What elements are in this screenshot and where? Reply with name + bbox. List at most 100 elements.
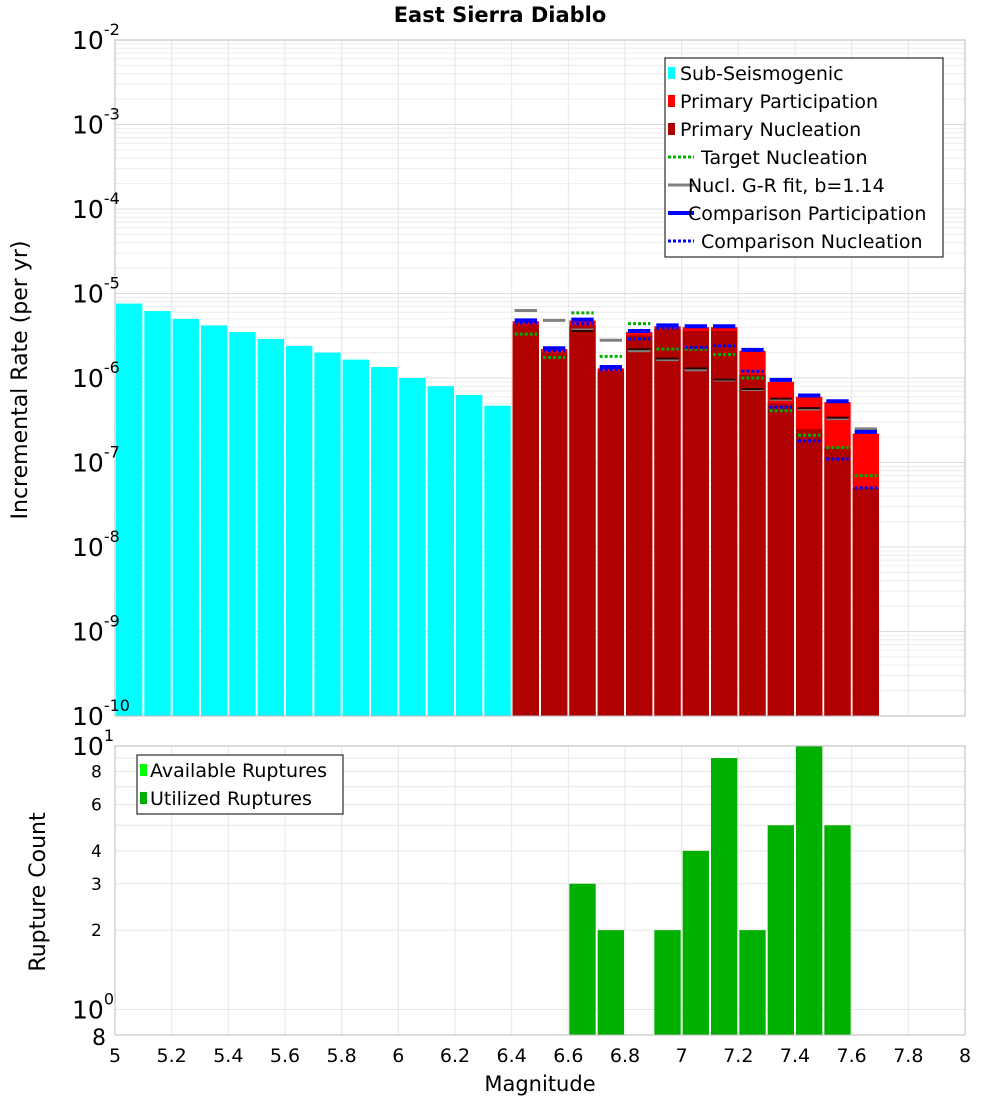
rate-y-tick-label: 10-4	[72, 189, 120, 224]
rate-legend: Sub-Seismogenic Primary Participation Prim…	[664, 57, 944, 258]
utilized-ruptures-bar	[682, 850, 709, 1035]
legend-swatch	[668, 67, 675, 79]
sub-seismogenic-bar	[286, 345, 313, 716]
rate-y-tick-label: 10-8	[72, 527, 120, 562]
x-tick-label: 5.6	[270, 1045, 300, 1067]
rate-legend-item: Comparison Nucleation	[668, 231, 923, 253]
x-tick-label: 7.2	[723, 1045, 753, 1067]
count-y-tick-label: 101	[72, 726, 114, 761]
rate-legend-item: Primary Nucleation	[668, 119, 861, 141]
rate-legend-label: Primary Nucleation	[680, 119, 861, 141]
rate-plot-border	[114, 39, 966, 717]
rate-legend-item: Nucl. G-R fit, b=1.14	[668, 175, 885, 197]
rate-legend-item: Sub-Seismogenic	[668, 63, 844, 85]
count-plot-border	[114, 745, 966, 1036]
rate-legend-box	[664, 57, 944, 258]
legend-swatch	[668, 123, 675, 135]
x-tick-label: 5	[109, 1045, 121, 1067]
count-y-tick-label: 8	[92, 1026, 106, 1051]
sub-seismogenic-bar	[172, 318, 199, 716]
sub-seismogenic-bar	[484, 405, 511, 716]
x-tick-label: 7.4	[780, 1045, 810, 1067]
count-y-axis-label: Rupture Count	[26, 812, 51, 972]
primary-nucleation-bar	[626, 335, 653, 716]
rate-y-tick-label: 10-2	[72, 20, 120, 55]
utilized-ruptures-bar	[569, 883, 596, 1035]
primary-nucleation-bar	[682, 330, 709, 716]
legend-swatch	[140, 764, 147, 776]
rate-legend-label: Target Nucleation	[700, 147, 868, 169]
sub-seismogenic-bar	[456, 394, 483, 716]
rate-legend-label: Comparison Participation	[688, 203, 926, 225]
primary-nucleation-bar	[512, 324, 539, 716]
utilized-ruptures-bar	[739, 930, 766, 1035]
rate-legend-label: Sub-Seismogenic	[680, 63, 844, 85]
x-tick-label: 7.6	[837, 1045, 867, 1067]
count-y-tick-label: 8	[91, 763, 102, 783]
rate-legend-label: Comparison Nucleation	[701, 231, 923, 253]
sub-seismogenic-bar	[427, 386, 454, 716]
count-legend-label: Available Ruptures	[150, 760, 327, 782]
primary-nucleation-bar	[767, 403, 794, 716]
rate-legend-item: Primary Participation	[668, 91, 878, 113]
x-tick-label: 6.2	[440, 1045, 470, 1067]
x-tick-label: 7	[676, 1045, 688, 1067]
legend-swatch	[668, 95, 675, 107]
rate-y-tick-label: 10-9	[72, 612, 120, 647]
rate-y-tick-label: 10-5	[72, 274, 120, 309]
sub-seismogenic-bar	[314, 352, 341, 716]
x-tick-label: 7.8	[893, 1045, 923, 1067]
count-legend-label: Utilized Ruptures	[150, 788, 312, 810]
rate-legend-label: Nucl. G-R fit, b=1.14	[688, 175, 885, 197]
x-axis-label: Magnitude	[484, 1072, 595, 1096]
primary-nucleation-bar	[796, 428, 823, 716]
utilized-ruptures-bar	[654, 930, 681, 1035]
sub-seismogenic-bar	[144, 311, 171, 716]
count-y-tick-label: 6	[91, 795, 102, 815]
primary-nucleation-bar	[569, 325, 596, 716]
utilized-ruptures-bar	[767, 825, 794, 1035]
count-legend-item: Utilized Ruptures	[140, 788, 312, 810]
chart-title: East Sierra Diablo	[394, 3, 607, 27]
utilized-ruptures-bar	[824, 825, 851, 1035]
primary-nucleation-bar	[852, 487, 879, 716]
x-tick-label: 6.8	[610, 1045, 640, 1067]
rate-plot: 10-10 10-9 10-8 10-7 10-6 10-5 10-4 10-3 10-2 Sub…	[72, 20, 966, 731]
count-y-tick-label: 2	[91, 921, 102, 941]
rate-y-tick-label: 10-6	[72, 358, 120, 393]
x-tick-label: 5.2	[157, 1045, 187, 1067]
x-tick-label: 5.4	[213, 1045, 243, 1067]
x-tick-label: 6.6	[553, 1045, 583, 1067]
x-tick-label: 6	[392, 1045, 404, 1067]
x-tick-label: 8	[959, 1045, 971, 1067]
utilized-ruptures-bar	[796, 746, 823, 1035]
count-legend-box	[136, 754, 344, 815]
sub-seismogenic-bar	[229, 332, 256, 716]
sub-seismogenic-bar	[371, 366, 398, 716]
primary-nucleation-bar	[654, 329, 681, 716]
count-y-tick-label: 100	[72, 989, 114, 1024]
rate-y-tick-label: 10-10	[72, 696, 130, 731]
rate-y-tick-label: 10-7	[72, 443, 120, 478]
x-tick-label: 5.8	[327, 1045, 357, 1067]
sub-seismogenic-bar	[399, 378, 426, 716]
sub-seismogenic-bar	[257, 338, 284, 716]
primary-nucleation-bar	[824, 447, 851, 716]
rate-legend-label: Primary Participation	[680, 91, 878, 113]
primary-nucleation-bar	[711, 330, 738, 716]
sub-seismogenic-bar	[342, 359, 369, 716]
utilized-ruptures-bar	[597, 930, 624, 1035]
count-y-tick-label: 3	[91, 875, 102, 895]
rate-y-tick-label: 10-3	[72, 105, 120, 140]
x-tick-label: 6.4	[497, 1045, 527, 1067]
count-legend-item: Available Ruptures	[140, 760, 327, 782]
legend-swatch	[140, 792, 147, 804]
rate-legend-item: Comparison Participation	[668, 203, 926, 225]
sub-seismogenic-bar	[116, 303, 143, 716]
utilized-ruptures-bar	[711, 758, 738, 1035]
sub-seismogenic-bar	[201, 325, 228, 716]
primary-nucleation-bar	[739, 374, 766, 716]
